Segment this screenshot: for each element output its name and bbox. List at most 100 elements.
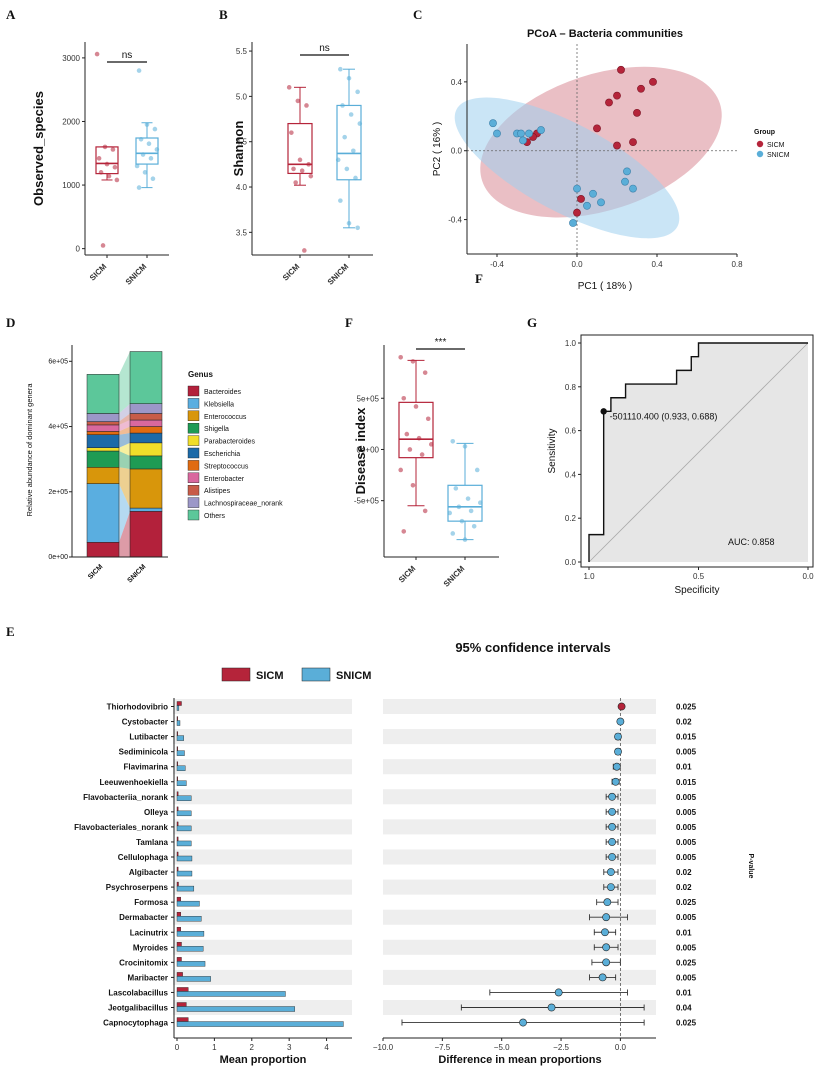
p-value: 0.02: [676, 718, 692, 727]
y-tick-label: 0.0: [451, 147, 463, 156]
scatter-point-sicm: [573, 208, 581, 217]
bar-snicm: [176, 900, 200, 907]
bar-sicm: [176, 866, 179, 872]
y-tick-label: 1.0: [565, 339, 577, 348]
data-point: [413, 404, 419, 409]
scatter-point-sicm: [577, 195, 585, 203]
scatter-point-snicm: [583, 201, 591, 210]
p-value: 0.005: [676, 913, 697, 922]
y-axis-label: Sensitivity: [547, 428, 558, 473]
p-value: 0.005: [676, 973, 697, 982]
y-tick-label: 0.6: [565, 427, 577, 436]
significance-label: ns: [319, 43, 330, 54]
chart-title: PCoA – Bacteria communities: [527, 28, 683, 40]
panel-label: B: [219, 7, 228, 22]
data-point: [398, 354, 404, 360]
y-axis-label: Relative abundance of dominant genera: [25, 383, 34, 517]
difference-point: [601, 928, 609, 937]
data-point: [410, 359, 416, 364]
bar-sicm: [176, 731, 178, 736]
y-tick-label: 0e+00: [48, 554, 68, 561]
bar-snicm: [176, 870, 193, 877]
genus-label: Olleya: [144, 808, 169, 817]
legend-item: Alistipes: [204, 488, 231, 495]
y-tick-label: 0: [76, 245, 81, 254]
data-point: [429, 442, 434, 447]
x-tick-label: -0.4: [490, 260, 504, 269]
genus-label: Cystobacter: [122, 718, 168, 727]
data-point: [348, 112, 354, 117]
row-band: [173, 879, 352, 895]
p-value: 0.005: [676, 823, 697, 832]
flow-band: [119, 413, 130, 425]
flow-band: [119, 403, 130, 422]
legend-swatch-sicm: [221, 667, 251, 682]
bar-sicm: [176, 1017, 189, 1022]
bar-sicm: [176, 821, 179, 827]
legend-item: Shigella: [204, 426, 229, 433]
data-point: [447, 510, 453, 516]
flow-band: [119, 483, 130, 543]
p-value: 0.025: [676, 1019, 697, 1028]
data-point: [297, 157, 303, 163]
p-value: 0.005: [676, 943, 697, 952]
x-tick-label: 0.5: [693, 572, 705, 581]
bar-sicm: [176, 761, 178, 766]
x-tick-label: 1.0: [583, 572, 595, 581]
legend-item: Bacteroides: [204, 389, 241, 396]
difference-point: [614, 732, 622, 741]
legend-marker-snicm: [756, 150, 764, 158]
data-point: [289, 130, 294, 135]
genus-label: Flavobacteriia_norank: [83, 793, 168, 802]
panel-g: G -501110.400 (0.933, 0.688) AUC: 0.858 0.0…: [527, 315, 814, 596]
x-axis-label: Specificity: [674, 585, 719, 596]
box-snicm: [447, 484, 483, 522]
genus-label: Myroides: [133, 943, 169, 952]
panel-d: D 0e+00 2e+05 4e+05 6e+05 SICM SNICM Relative a…: [6, 315, 283, 584]
scatter-point-sicm: [629, 138, 637, 147]
flow-band: [119, 426, 130, 435]
data-point: [453, 486, 459, 491]
data-point: [398, 467, 404, 473]
data-point: [299, 168, 305, 174]
data-point: [474, 467, 480, 473]
stacked-bar-segment: [86, 431, 120, 435]
data-point: [150, 176, 156, 182]
data-point: [104, 161, 110, 167]
bar-snicm: [176, 976, 211, 982]
data-point: [338, 66, 343, 72]
p-value: 0.025: [676, 703, 697, 712]
data-point: [140, 152, 146, 157]
data-point: [102, 144, 108, 150]
genus-label: Algibacter: [129, 868, 168, 877]
row-band: [173, 969, 352, 985]
data-point: [98, 170, 104, 175]
chart-title: 95% confidence intervals: [455, 640, 610, 655]
stacked-bar-segment: [129, 442, 163, 457]
scatter-point-sicm: [613, 141, 621, 150]
scatter-point-snicm: [573, 184, 581, 193]
y-axis-label: Disease index: [353, 407, 368, 494]
data-point: [291, 166, 296, 172]
genus-label: Cellulophaga: [118, 853, 169, 862]
data-point: [407, 447, 413, 452]
x-axis-label: Difference in mean proportions: [438, 1054, 601, 1066]
y-tick-label: 4.0: [236, 183, 248, 192]
data-point: [355, 89, 360, 95]
y-axis-label: Observed_species: [31, 91, 46, 206]
bar-sicm: [176, 927, 181, 932]
bar-sicm: [176, 896, 181, 902]
genus-label: Flavimarina: [124, 763, 169, 772]
data-point: [422, 508, 428, 514]
y-tick-label: 2e+05: [48, 489, 68, 496]
data-point: [144, 122, 150, 127]
data-point: [401, 529, 407, 534]
data-point: [148, 156, 154, 161]
genus-label: Formosa: [134, 898, 168, 907]
legend-swatch: [187, 410, 200, 421]
data-point: [114, 177, 120, 183]
genus-label: Lascolabacillus: [108, 988, 168, 997]
data-point: [304, 103, 309, 108]
row-band: [173, 849, 352, 865]
x-tick-label: 1: [212, 1043, 217, 1052]
